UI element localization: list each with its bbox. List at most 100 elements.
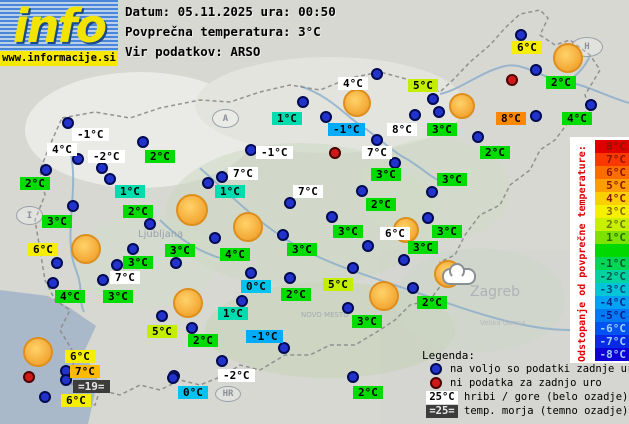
scale-entry: -2°C [595, 270, 629, 283]
station-dot-blue [342, 302, 354, 314]
station-dot-blue [433, 106, 445, 118]
station-dot-blue [156, 310, 168, 322]
scale-entry: 5°C [595, 179, 629, 192]
scale-entry: -7°C [595, 335, 629, 348]
scale-entry: -6°C [595, 322, 629, 335]
station-temp-label: 3°C [333, 225, 363, 238]
station-temp-label: 6°C [28, 243, 58, 256]
station-temp-label: 4°C [562, 112, 592, 125]
station-dot-blue [144, 218, 156, 230]
station-temp-label: 2°C [480, 146, 510, 159]
station-dot-blue [216, 171, 228, 183]
station-temp-label: 7°C [228, 167, 258, 180]
station-dot-blue [320, 111, 332, 123]
station-dot-blue [137, 136, 149, 148]
station-temp-label: 3°C [103, 290, 133, 303]
station-dot-red [506, 74, 518, 86]
station-temp-label: 3°C [371, 168, 401, 181]
station-dot-blue [347, 262, 359, 274]
color-scale-title: Odstopanje od povprečne temperature: [577, 145, 588, 362]
station-temp-label: 2°C [145, 150, 175, 163]
box-dark-icon: =25= [426, 404, 458, 418]
station-temp-label: 5°C [408, 79, 438, 92]
dot-blue-icon [430, 363, 442, 375]
station-temp-label: 3°C [123, 256, 153, 269]
station-temp-label: 2°C [123, 205, 153, 218]
city-label: NOVO MESTO [301, 311, 349, 319]
station-dot-blue [371, 68, 383, 80]
station-temp-label: -2°C [88, 150, 125, 163]
station-dot-blue [127, 243, 139, 255]
station-dot-blue [427, 93, 439, 105]
station-dot-blue [104, 173, 116, 185]
station-temp-label: 6°C [65, 350, 95, 363]
site-logo[interactable]: info www.informacije.si [0, 0, 118, 66]
station-temp-label: 8°C [387, 123, 417, 136]
logo-wordmark: info [0, 0, 118, 51]
station-temp-label: 1°C [272, 112, 302, 125]
station-temp-label: 4°C [338, 77, 368, 90]
station-temp-label: 7°C [362, 146, 392, 159]
station-dot-blue [530, 110, 542, 122]
color-scale: 8°C 7°C 6°C 5°C 4°C 3°C 2°C 1°C -1°C -2°C -3°C -4°C… [595, 140, 629, 361]
station-temp-label: 2°C [20, 177, 50, 190]
sun-icon [343, 89, 371, 117]
country-oval-hr: HR [215, 386, 241, 402]
header-avgtemp-line: Povprečna temperatura: 3°C [125, 24, 321, 39]
legend-item-text: hribi / gore (belo ozadje) [464, 391, 629, 403]
station-temp-label: 3°C [408, 241, 438, 254]
scale-entry: 6°C [595, 166, 629, 179]
station-temp-label: 2°C [353, 386, 383, 399]
station-temp-label: 3°C [432, 225, 462, 238]
station-temp-label: 1°C [218, 307, 248, 320]
legend-item-text: temp. morja (temno ozadje) [464, 405, 629, 417]
station-dot-blue [530, 64, 542, 76]
city-label: Ljubljana [138, 229, 184, 240]
station-temp-label: 4°C [220, 248, 250, 261]
dot-red-icon [430, 377, 442, 389]
station-dot-blue [356, 185, 368, 197]
station-dot-blue [47, 277, 59, 289]
station-dot-blue [97, 274, 109, 286]
station-temp-label: -1°C [246, 330, 283, 343]
station-temp-label: 0°C [241, 280, 271, 293]
city-label: Zagreb [470, 284, 521, 300]
station-temp-label: 3°C [437, 173, 467, 186]
station-dot-blue [426, 186, 438, 198]
station-temp-label: 6°C [61, 394, 91, 407]
station-dot-blue [236, 295, 248, 307]
sun-icon [23, 337, 53, 367]
station-dot-blue [40, 164, 52, 176]
station-temp-label: 3°C [427, 123, 457, 136]
legend-item: na voljo so podatki zadnje ure [426, 362, 629, 376]
station-temp-label: 3°C [352, 315, 382, 328]
station-dot-blue [170, 257, 182, 269]
station-temp-label: 3°C [42, 215, 72, 228]
station-temp-label: 1°C [115, 185, 145, 198]
sun-icon [553, 43, 583, 73]
legend-item: =25= temp. morja (temno ozadje) [426, 404, 628, 418]
sun-icon [449, 93, 475, 119]
station-dot-blue [167, 372, 179, 384]
scale-entry: 1°C [595, 231, 629, 244]
logo-url[interactable]: www.informacije.si [0, 51, 118, 66]
station-temp-label: 4°C [55, 290, 85, 303]
station-temp-label: -1°C [72, 128, 109, 141]
station-dot-blue [277, 229, 289, 241]
station-temp-label: 2°C [417, 296, 447, 309]
station-dot-blue [398, 254, 410, 266]
scale-entry: -4°C [595, 296, 629, 309]
country-border [34, 9, 601, 406]
legend-item: ni podatka za zadnjo uro [426, 376, 602, 390]
scale-entry: 3°C [595, 205, 629, 218]
station-temp-label: 7°C [110, 271, 140, 284]
station-dot-blue [284, 272, 296, 284]
station-temp-label: 6°C [380, 227, 410, 240]
station-temp-label: 7°C [293, 185, 323, 198]
station-dot-blue [585, 99, 597, 111]
station-dot-blue [245, 267, 257, 279]
station-dot-blue [96, 162, 108, 174]
station-temp-label: =19= [73, 380, 110, 393]
station-dot-blue [186, 322, 198, 334]
scale-entry: 8°C [595, 140, 629, 153]
